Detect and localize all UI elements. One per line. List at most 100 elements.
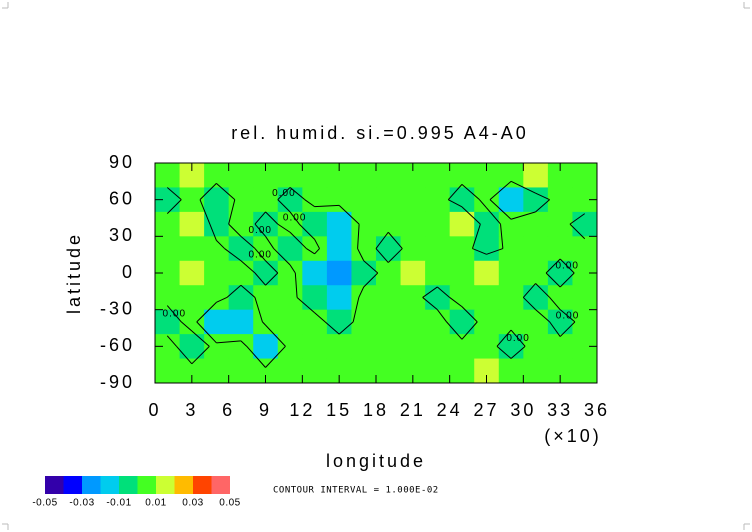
field-cell bbox=[572, 211, 598, 237]
chart-title: rel. humid. si.=0.995 A4-A0 bbox=[231, 123, 529, 143]
contour-interval: CONTOUR INTERVAL = 1.000E-02 bbox=[273, 486, 439, 496]
contour-line bbox=[489, 180, 512, 201]
contour-line bbox=[535, 192, 550, 201]
field-cell bbox=[498, 163, 524, 188]
contour-line bbox=[254, 248, 266, 262]
field-cell bbox=[400, 187, 426, 213]
field-cell bbox=[547, 285, 573, 311]
x-tick-label: 33 bbox=[547, 400, 573, 420]
field-cell bbox=[523, 236, 549, 262]
contour-label: 0.00 bbox=[555, 261, 578, 272]
field-cell bbox=[400, 309, 426, 335]
x-axis-label: longitude bbox=[326, 451, 426, 471]
contour-line bbox=[559, 272, 575, 288]
field-cell bbox=[572, 285, 598, 311]
contour-line bbox=[338, 205, 360, 225]
contour-line bbox=[449, 297, 463, 308]
field-cell bbox=[376, 358, 402, 384]
contour-line bbox=[437, 286, 450, 298]
field-cell bbox=[351, 285, 377, 311]
contour-line bbox=[216, 182, 236, 201]
contour-line bbox=[387, 231, 403, 249]
field-cell bbox=[253, 285, 279, 311]
field-cell bbox=[498, 285, 524, 311]
field-cell bbox=[523, 309, 549, 335]
contour-line bbox=[559, 258, 575, 274]
field-cell bbox=[376, 334, 402, 360]
x-tick-label: 9 bbox=[259, 400, 272, 420]
field-cell bbox=[351, 211, 377, 237]
field-cell bbox=[302, 260, 328, 286]
field-cell bbox=[326, 187, 352, 213]
contour-line bbox=[559, 321, 576, 337]
contour-line bbox=[314, 248, 320, 255]
field-cell bbox=[425, 187, 451, 213]
contour-line bbox=[240, 340, 248, 347]
field-cell bbox=[498, 187, 524, 213]
field-cell bbox=[204, 211, 230, 237]
contour-line bbox=[448, 199, 463, 208]
contour-line bbox=[461, 321, 478, 340]
contour-line bbox=[273, 248, 291, 266]
field-cell bbox=[523, 358, 549, 384]
contour-line bbox=[240, 260, 256, 274]
contour-line bbox=[196, 321, 217, 344]
field-cell bbox=[155, 236, 181, 262]
colorbar-label: 0.03 bbox=[182, 498, 203, 509]
contour-line bbox=[246, 346, 266, 368]
contour-line bbox=[289, 264, 296, 274]
field-cell bbox=[572, 309, 598, 335]
field-cell bbox=[376, 285, 402, 311]
contour-label: 0.00 bbox=[163, 308, 186, 319]
field-cell bbox=[400, 236, 426, 262]
field-cell bbox=[302, 334, 328, 360]
x-tick-label: 3 bbox=[185, 400, 198, 420]
field-cell bbox=[449, 260, 475, 286]
field-cell bbox=[351, 260, 377, 286]
contour-line bbox=[166, 187, 182, 201]
field-cell bbox=[572, 358, 598, 384]
field-cell bbox=[498, 260, 524, 286]
field-cell bbox=[351, 358, 377, 384]
contour-line bbox=[199, 183, 217, 201]
field-cell bbox=[498, 211, 524, 237]
field-cell bbox=[179, 285, 205, 311]
contour-line bbox=[324, 321, 340, 335]
contour-line bbox=[228, 199, 236, 225]
field-cell bbox=[474, 309, 500, 335]
colorbar-box bbox=[45, 476, 64, 494]
contour-line bbox=[265, 211, 279, 225]
field-cell bbox=[498, 334, 524, 360]
contour-line bbox=[510, 211, 536, 220]
contour-line bbox=[387, 248, 403, 263]
contour-line bbox=[166, 305, 182, 323]
colorbar-box bbox=[100, 476, 119, 494]
contour-line bbox=[254, 211, 266, 225]
field-cell bbox=[253, 187, 279, 213]
contour-line bbox=[549, 321, 561, 337]
y-tick-label: -90 bbox=[100, 372, 135, 392]
contour-label: 0.00 bbox=[283, 213, 306, 224]
field-cell bbox=[179, 236, 205, 262]
field-cell bbox=[228, 358, 254, 384]
contour-line bbox=[265, 345, 286, 368]
contour-line bbox=[496, 329, 512, 347]
contour-line bbox=[363, 260, 379, 274]
field-cell bbox=[277, 285, 303, 311]
field-cell bbox=[351, 187, 377, 213]
contour-line bbox=[352, 297, 360, 323]
field-cell bbox=[351, 334, 377, 360]
contour-line bbox=[216, 240, 225, 249]
contour-line bbox=[298, 223, 315, 240]
colorbar-box bbox=[156, 476, 175, 494]
colorbar-box bbox=[119, 476, 138, 494]
contour-label: 0.00 bbox=[506, 333, 529, 344]
contour-line bbox=[314, 239, 320, 249]
field-cell bbox=[425, 260, 451, 286]
contour-label: 0.00 bbox=[249, 249, 272, 260]
field-cell bbox=[523, 334, 549, 360]
field-cell bbox=[474, 211, 500, 237]
field-cell bbox=[228, 260, 254, 286]
field-cell bbox=[547, 236, 573, 262]
